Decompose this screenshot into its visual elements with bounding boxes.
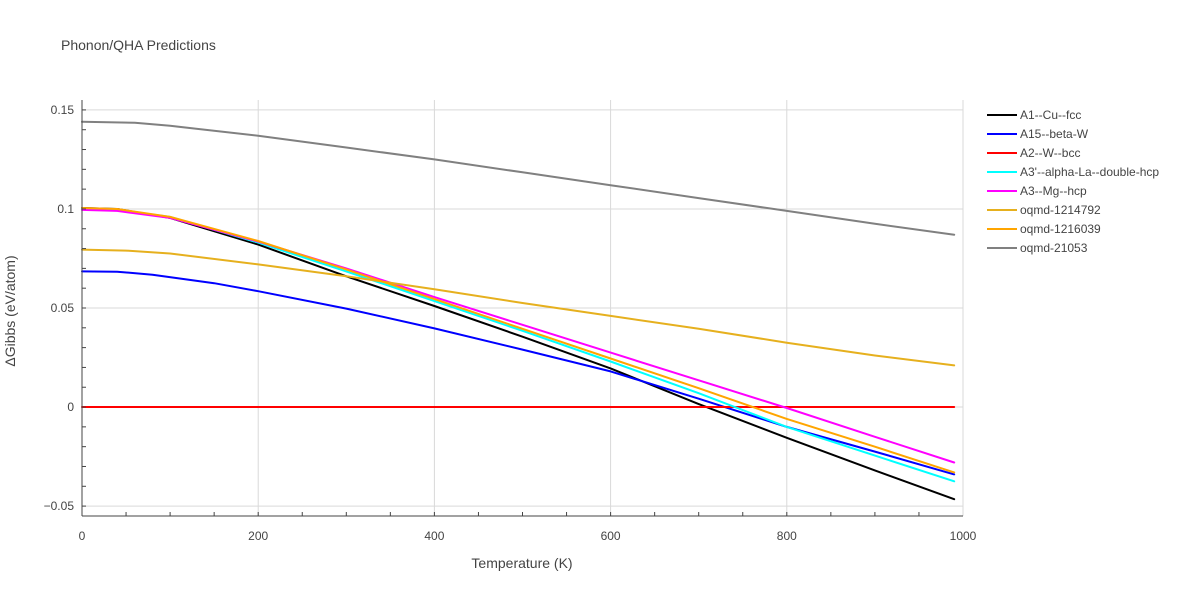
series-line-oqmd-21053[interactable] [81,120,956,236]
axes: 0 200 400 600 800 1000 −0.05 0 0.05 0.1 0.15 [44,100,977,543]
chart-title: Phonon/QHA Predictions [61,37,216,53]
y-tick-label: 0.1 [57,202,74,216]
legend-item[interactable]: oqmd-1214792 [987,203,1101,217]
series-line-oqmd-1214792[interactable] [81,248,956,367]
legend-label: oqmd-1214792 [1020,203,1101,217]
y-tick-label: 0.05 [51,301,75,315]
legend-label: A1--Cu--fcc [1020,108,1081,122]
legend[interactable]: A1--Cu--fcc A15--beta-W A2--W--bcc A3'--alp… [987,108,1159,255]
x-tick-label: 800 [777,529,797,543]
legend-label: oqmd-21053 [1020,241,1088,255]
legend-label: A3'--alpha-La--double-hcp [1020,165,1159,179]
series-line-oqmd-1216039[interactable] [81,207,956,474]
y-axis-title: ΔGibbs (eV/atom) [2,255,18,366]
legend-item[interactable]: A2--W--bcc [987,146,1080,160]
series-line-a3-alpha-la-double-hcp[interactable] [81,208,956,483]
y-tick-label: 0 [67,400,74,414]
x-tick-label: 0 [79,529,86,543]
legend-item[interactable]: oqmd-1216039 [987,222,1101,236]
legend-label: A2--W--bcc [1020,146,1080,160]
series-layer [81,120,956,501]
legend-label: A3--Mg--hcp [1020,184,1087,198]
y-tick-label: 0.15 [51,103,75,117]
x-tick-label: 1000 [950,529,977,543]
x-tick-label: 400 [424,529,444,543]
x-axis-title: Temperature (K) [471,555,572,571]
series-line-a3-mg-hcp[interactable] [81,208,956,464]
x-tick-label: 200 [248,529,268,543]
legend-label: A15--beta-W [1020,127,1089,141]
legend-item[interactable]: A15--beta-W [987,127,1089,141]
legend-item[interactable]: A3--Mg--hcp [987,184,1087,198]
legend-label: oqmd-1216039 [1020,222,1101,236]
legend-item[interactable]: oqmd-21053 [987,241,1088,255]
y-tick-label: −0.05 [44,499,75,513]
legend-item[interactable]: A1--Cu--fcc [987,108,1081,122]
series-line-a1-cu-fcc[interactable] [81,207,956,501]
x-tick-label: 600 [601,529,621,543]
legend-item[interactable]: A3'--alpha-La--double-hcp [987,165,1159,179]
